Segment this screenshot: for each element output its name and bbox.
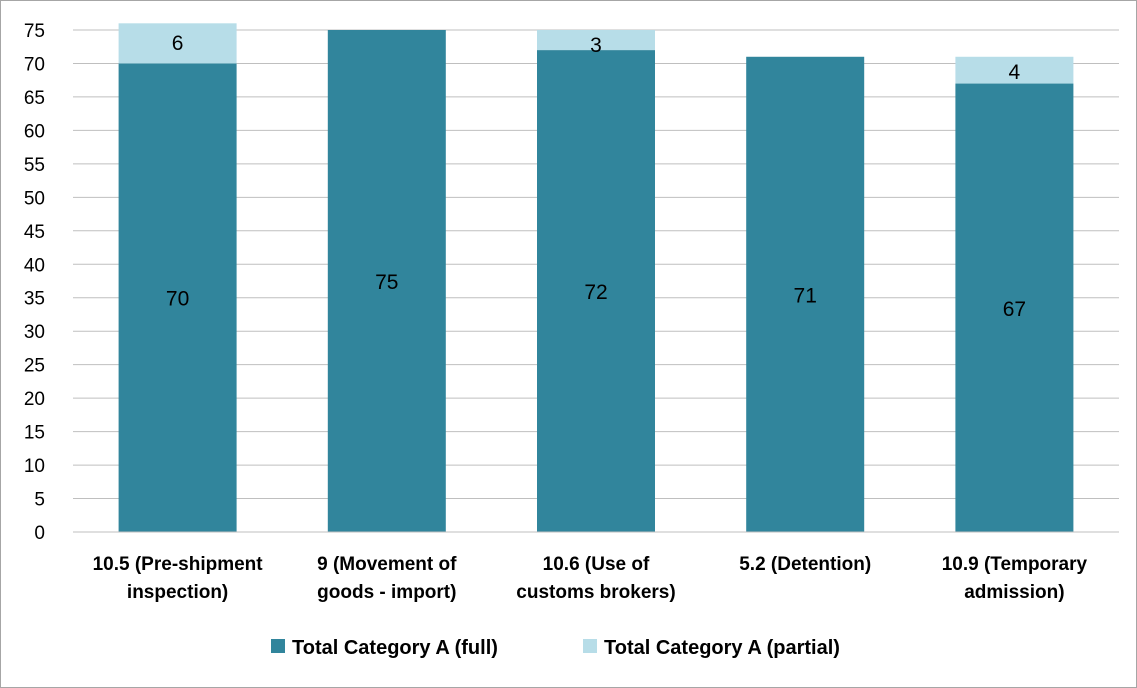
data-label-partial: 6: [172, 32, 184, 55]
x-tick-label: 9 (Movement of: [317, 554, 457, 575]
x-tick-label: inspection): [127, 582, 228, 603]
y-tick-label: 10: [24, 456, 45, 477]
y-tick-label: 30: [24, 322, 45, 343]
bar-full: [327, 30, 446, 532]
y-tick-label: 25: [24, 356, 45, 377]
y-tick-label: 40: [24, 255, 45, 276]
bar-full: [746, 56, 865, 532]
legend: Total Category A (full) Total Category A …: [271, 637, 840, 659]
y-tick-label: 35: [24, 289, 45, 310]
y-tick-label: 65: [24, 88, 45, 109]
bar-partial: [118, 23, 237, 64]
y-tick-label: 20: [24, 389, 45, 410]
data-label-full: 70: [166, 288, 189, 311]
legend-swatch: [271, 639, 285, 653]
bar-full: [537, 50, 655, 532]
y-tick-label: 0: [34, 523, 45, 544]
x-tick-label: 10.6 (Use of: [543, 554, 650, 575]
bar-full: [118, 63, 237, 532]
y-tick-label: 45: [24, 222, 45, 243]
bars: 70 6 75 72 3 71 67 4: [118, 23, 1074, 533]
x-tick-label: 10.9 (Temporary: [942, 554, 1088, 575]
legend-label: Total Category A (partial): [604, 637, 840, 659]
data-label-full: 75: [375, 271, 398, 294]
x-tick-label: 5.2 (Detention): [739, 554, 871, 575]
data-label-partial: 4: [1009, 61, 1021, 84]
y-tick-label: 75: [24, 21, 45, 42]
x-axis: 10.5 (Pre-shipment inspection) 9 (Movement…: [73, 531, 1119, 603]
bar-full: [955, 83, 1074, 533]
data-label-full: 72: [584, 281, 607, 304]
x-tick-label: customs brokers): [516, 582, 675, 603]
y-axis: 0 5 10 15 20 25 30 35 40 45 50 55 60 65 70 75: [24, 21, 45, 544]
y-tick-label: 15: [24, 423, 45, 444]
legend-label: Total Category A (full): [292, 637, 498, 659]
y-tick-label: 50: [24, 188, 45, 209]
y-tick-label: 70: [24, 54, 45, 75]
y-tick-label: 5: [34, 490, 45, 511]
data-label-partial: 3: [590, 34, 602, 57]
bar-partial: [537, 30, 655, 51]
y-tick-label: 55: [24, 155, 45, 176]
data-label-full: 67: [1003, 298, 1026, 321]
data-label-full: 71: [794, 284, 817, 307]
bar-partial: [955, 56, 1074, 84]
y-tick-label: 60: [24, 121, 45, 142]
x-tick-label: admission): [964, 582, 1064, 603]
x-tick-label: 10.5 (Pre-shipment: [93, 554, 264, 575]
legend-swatch: [583, 639, 597, 653]
x-tick-label: goods - import): [317, 582, 456, 603]
